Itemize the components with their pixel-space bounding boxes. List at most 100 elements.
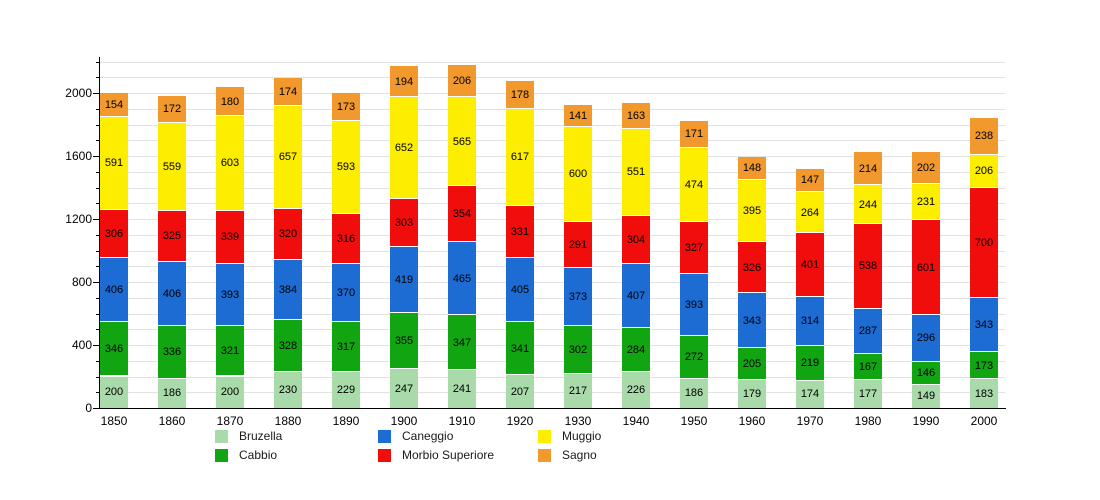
- bar-segment-morbio-superiore: [680, 222, 708, 274]
- bar-segment-cabbio: [158, 325, 186, 379]
- bar-value-label: 202: [916, 161, 936, 174]
- x-axis-label: 1890: [332, 414, 360, 428]
- bar-segment-bruzella: [158, 378, 186, 408]
- bar-value-label: 327: [684, 242, 704, 255]
- bar-segment-muggio: [274, 105, 302, 210]
- gridline: [100, 360, 1005, 362]
- bar-value-label: 206: [452, 75, 472, 88]
- bar-value-label: 339: [220, 231, 240, 244]
- bar-segment-morbio-superiore: [854, 223, 882, 309]
- gridline: [100, 234, 1005, 236]
- gridline: [100, 108, 1005, 110]
- bar-value-label: 306: [104, 227, 124, 240]
- gridline: [100, 140, 1005, 142]
- bar-segment-sagno: [912, 152, 940, 184]
- bar-segment-sagno: [796, 168, 824, 192]
- x-axis-label: 1860: [158, 414, 186, 428]
- y-axis-tick-label: 1200: [65, 212, 92, 226]
- bar-value-label: 173: [336, 100, 356, 113]
- bar-segment-cabbio: [854, 353, 882, 381]
- bar-value-label: 419: [394, 274, 414, 287]
- bar-value-label: 219: [800, 357, 820, 370]
- bar-segment-caneggio: [622, 263, 650, 328]
- bar-value-label: 373: [568, 290, 588, 303]
- legend-swatch: [378, 430, 391, 443]
- bar-value-label: 325: [162, 230, 182, 243]
- gridline: [100, 156, 1005, 157]
- x-axis-label: 1850: [100, 414, 128, 428]
- bar-value-label: 174: [278, 86, 298, 99]
- gridline: [100, 61, 1005, 63]
- bar-segment-bruzella: [390, 369, 418, 408]
- bar-value-label: 229: [336, 383, 356, 396]
- x-axis-label: 1950: [680, 414, 708, 428]
- bar-segment-sagno: [970, 117, 998, 156]
- bar-value-label: 657: [278, 151, 298, 164]
- bar-value-label: 217: [568, 384, 588, 397]
- gridline: [100, 250, 1005, 252]
- bar-segment-caneggio: [100, 258, 128, 322]
- bar-segment-bruzella: [274, 371, 302, 408]
- x-axis-label: 1970: [796, 414, 824, 428]
- bar-segment-cabbio: [680, 335, 708, 379]
- bar-segment-caneggio: [448, 242, 476, 316]
- bar-value-label: 346: [104, 343, 124, 356]
- bar-segment-bruzella: [738, 379, 766, 408]
- bar-value-label: 147: [800, 174, 820, 187]
- bar-value-label: 405: [510, 283, 530, 296]
- y-axis-tick-label: 0: [85, 401, 92, 415]
- y-axis-minor-tick: [96, 108, 100, 110]
- gridline: [100, 297, 1005, 299]
- y-axis-minor-tick: [96, 187, 100, 189]
- bar-value-label: 384: [278, 283, 298, 296]
- y-axis-major-tick: [93, 282, 100, 283]
- y-axis-minor-tick: [96, 77, 100, 79]
- legend-label: Sagno: [562, 448, 597, 462]
- bar-segment-sagno: [216, 87, 244, 116]
- bar-value-label: 393: [220, 288, 240, 301]
- bar-value-label: 474: [684, 179, 704, 192]
- bar-segment-bruzella: [680, 378, 708, 408]
- gridline: [100, 266, 1005, 268]
- y-axis-minor-tick: [96, 329, 100, 331]
- plot-area: 200 346 406 306 591 154 186 336 406 325 559 172 200 3…: [100, 57, 1005, 408]
- bar-value-label: 141: [568, 110, 588, 123]
- y-axis-major-tick: [93, 345, 100, 346]
- gridline: [100, 392, 1005, 394]
- bar-segment-cabbio: [216, 325, 244, 377]
- bar-segment-morbio-superiore: [158, 210, 186, 262]
- bar-value-label: 328: [278, 339, 298, 352]
- legend-swatch: [538, 430, 551, 443]
- gridline: [100, 171, 1005, 173]
- bar-segment-bruzella: [216, 376, 244, 408]
- bar-value-label: 321: [220, 345, 240, 358]
- bar-value-label: 551: [626, 166, 646, 179]
- bar-segment-sagno: [332, 93, 360, 121]
- bar-value-label: 183: [974, 387, 994, 400]
- bar-segment-muggio: [622, 128, 650, 216]
- bar-value-label: 149: [916, 390, 936, 403]
- bar-segment-muggio: [390, 96, 418, 200]
- bar-segment-caneggio: [970, 297, 998, 352]
- bar-segment-caneggio: [390, 247, 418, 314]
- bar-segment-caneggio: [332, 263, 360, 322]
- bar-value-label: 593: [336, 161, 356, 174]
- x-axis-label: 1960: [738, 414, 766, 428]
- bar-segment-morbio-superiore: [738, 242, 766, 294]
- bar-value-label: 343: [974, 318, 994, 331]
- bar-value-label: 171: [684, 128, 704, 141]
- y-axis-tick-label: 2000: [65, 86, 92, 100]
- gridline: [100, 219, 1005, 220]
- bar-segment-bruzella: [970, 379, 998, 408]
- bar-segment-morbio-superiore: [274, 209, 302, 260]
- bar-value-label: 317: [336, 340, 356, 353]
- bar-value-label: 148: [742, 162, 762, 175]
- x-axis-label: 1990: [912, 414, 940, 428]
- bar-value-label: 370: [336, 286, 356, 299]
- y-axis-minor-tick: [96, 266, 100, 268]
- bar-segment-morbio-superiore: [332, 213, 360, 264]
- gridline: [100, 187, 1005, 189]
- bar-value-label: 601: [916, 261, 936, 274]
- bar-value-label: 395: [742, 205, 762, 218]
- bar-value-label: 314: [800, 315, 820, 328]
